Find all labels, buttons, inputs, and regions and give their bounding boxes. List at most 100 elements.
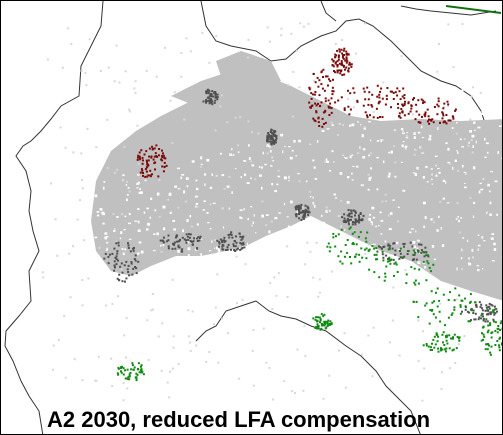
dark-grey-pixel — [239, 241, 242, 244]
white-speckle — [278, 212, 281, 214]
light-grey-speck — [334, 43, 337, 45]
dark-grey-pixel — [271, 137, 274, 140]
dark-grey-pixel — [271, 141, 274, 144]
light-grey-speck — [341, 39, 344, 41]
white-speckle — [421, 152, 425, 154]
white-speckle — [217, 249, 221, 252]
light-grey-speck — [326, 209, 329, 212]
white-speckle — [482, 268, 484, 270]
green-pixel — [490, 332, 493, 335]
green-pixel — [498, 344, 500, 347]
dark-grey-pixel — [427, 255, 430, 258]
white-speckle — [156, 192, 160, 196]
dark-grey-pixel — [127, 271, 130, 273]
light-grey-speck — [343, 332, 346, 335]
light-grey-speck — [363, 126, 366, 129]
green-pixel — [494, 321, 497, 324]
dark-grey-pixel — [167, 234, 170, 237]
white-speckle — [329, 169, 332, 172]
white-speckle — [277, 175, 281, 178]
green-pixel — [448, 347, 451, 350]
light-grey-speck — [447, 23, 450, 26]
light-grey-speck — [364, 252, 367, 255]
light-grey-speck — [56, 254, 59, 257]
green-pixel — [469, 320, 472, 323]
white-speckle — [431, 173, 433, 176]
light-grey-speck — [72, 151, 75, 154]
green-pixel — [322, 323, 325, 326]
green-pixel — [351, 232, 354, 235]
white-speckle — [334, 233, 338, 237]
green-pixel — [429, 348, 432, 351]
dark-grey-pixel — [358, 221, 361, 224]
green-pixel — [443, 344, 446, 346]
light-grey-speck — [177, 363, 180, 366]
dark-grey-pixel — [270, 135, 273, 138]
green-pixel — [131, 362, 134, 365]
green-pixel — [127, 378, 130, 381]
white-speckle — [456, 150, 458, 152]
white-speckle — [491, 233, 495, 235]
dark-grey-pixel — [343, 221, 346, 223]
dark-grey-pixel — [474, 318, 477, 321]
white-speckle — [402, 189, 406, 192]
green-pixel — [350, 262, 353, 265]
white-speckle — [352, 165, 355, 167]
dark-grey-pixel — [270, 129, 273, 131]
white-speckle — [413, 136, 416, 139]
dark-red-pixel — [311, 104, 314, 107]
white-speckle — [388, 228, 392, 231]
dark-grey-pixel — [347, 220, 349, 223]
dark-grey-pixel — [295, 213, 298, 216]
green-pixel — [320, 322, 323, 325]
dark-grey-pixel — [391, 247, 394, 250]
light-grey-speck — [392, 286, 395, 289]
dark-grey-pixel — [235, 235, 237, 238]
white-speckle — [363, 251, 367, 253]
green-pixel — [354, 255, 356, 258]
green-pixel — [352, 243, 355, 246]
light-grey-speck — [158, 215, 161, 218]
white-speckle — [351, 123, 355, 127]
white-speckle — [402, 115, 405, 118]
dark-grey-pixel — [485, 304, 488, 307]
light-grey-speck — [433, 221, 436, 224]
green-pixel — [340, 228, 343, 231]
green-pixel — [337, 233, 340, 236]
border-line-tr-green — [445, 5, 502, 14]
white-speckle — [106, 248, 108, 251]
white-speckle — [480, 188, 484, 191]
light-grey-speck — [254, 178, 257, 181]
dark-grey-pixel — [240, 236, 243, 239]
dark-grey-pixel — [210, 93, 213, 96]
dark-grey-pixel — [181, 236, 184, 239]
dark-red-pixel — [322, 111, 325, 114]
light-grey-speck — [187, 309, 190, 312]
white-speckle — [357, 241, 360, 244]
dark-red-pixel — [318, 125, 321, 127]
dark-red-pixel — [340, 62, 343, 65]
dark-grey-pixel — [270, 131, 273, 133]
dark-grey-pixel — [393, 242, 396, 245]
dark-red-pixel — [398, 112, 401, 115]
white-speckle — [401, 144, 404, 148]
dark-grey-pixel — [412, 253, 415, 256]
white-speckle — [462, 237, 465, 239]
dark-red-pixel — [322, 76, 324, 78]
white-speckle — [144, 179, 147, 182]
light-grey-speck — [272, 398, 275, 401]
green-pixel — [487, 343, 490, 345]
green-pixel — [414, 279, 417, 282]
white-speckle — [489, 87, 493, 89]
border-line-east-top — [400, 5, 497, 16]
dark-red-pixel — [390, 106, 392, 109]
dark-grey-pixel — [175, 235, 178, 238]
dark-grey-pixel — [418, 243, 421, 246]
green-pixel — [441, 348, 444, 351]
dark-red-pixel — [424, 115, 427, 118]
green-pixel — [355, 243, 358, 246]
white-speckle — [343, 236, 347, 240]
light-grey-speck — [183, 118, 186, 121]
dark-grey-pixel — [385, 254, 388, 257]
white-speckle — [162, 244, 165, 247]
